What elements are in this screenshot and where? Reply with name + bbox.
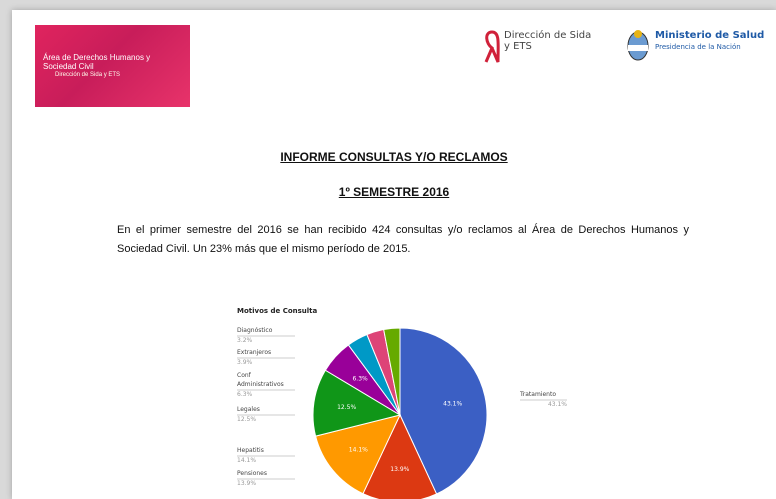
logo-title: Área de Derechos Humanos y Sociedad Civi… [43, 53, 151, 71]
category-label: Diagnóstico [237, 327, 273, 334]
category-label: Conf Administrativos [237, 372, 284, 388]
slice-label: 13.9% [390, 466, 409, 473]
partner-logo-text: Dirección de Sida y ETS [504, 30, 592, 52]
slice-label: 6.3% [352, 376, 368, 383]
doc-paragraph: En el primer semestre del 2016 se han re… [117, 224, 689, 255]
category-label: Extranjeros [237, 349, 271, 356]
document-card: Área de Derechos Humanos y Sociedad Civi… [12, 10, 776, 499]
slice-label: 14.1% [349, 446, 368, 453]
category-label: Hepatitis [237, 447, 264, 454]
percent-label: 6.3% [237, 391, 253, 398]
percent-label: 3.2% [237, 337, 253, 344]
percent-label: 13.9% [237, 480, 256, 487]
pie-slice [312, 369, 402, 437]
ministry-name: Ministerio de Salud [655, 30, 765, 41]
percent-label: 14.1% [237, 457, 256, 464]
pie-slice [362, 413, 438, 499]
logo: Área de Derechos Humanos y Sociedad Civi… [35, 25, 190, 107]
slice-label: 12.5% [337, 404, 356, 411]
percent-label: 12.5% [237, 416, 256, 423]
pie-chart: Motivos de Consulta 43.1% 13.9% 14.1% 12.5%… [237, 307, 567, 499]
percent-label: 3.9% [237, 359, 253, 366]
ribbon-icon [484, 30, 500, 63]
category-label: Legales [237, 406, 260, 413]
percent-label: 43.1% [548, 401, 567, 408]
category-label: Pensiones [237, 470, 267, 477]
pie-slice [314, 414, 401, 495]
chart-title: Motivos de Consulta [237, 307, 318, 315]
ministry-sub: Presidencia de la Nación [655, 43, 741, 51]
slice-label: 43.1% [443, 400, 462, 407]
category-label: Tratamiento [519, 391, 556, 398]
pie-slice [383, 327, 401, 416]
ministry-emblem [627, 30, 649, 61]
doc-subtitle: 1º SEMESTRE 2016 [338, 185, 450, 199]
pie-slice [399, 327, 488, 495]
doc-title: INFORME CONSULTAS Y/O RECLAMOS [280, 150, 508, 164]
logo-subtitle: Dirección de Sida y ETS [55, 72, 121, 78]
